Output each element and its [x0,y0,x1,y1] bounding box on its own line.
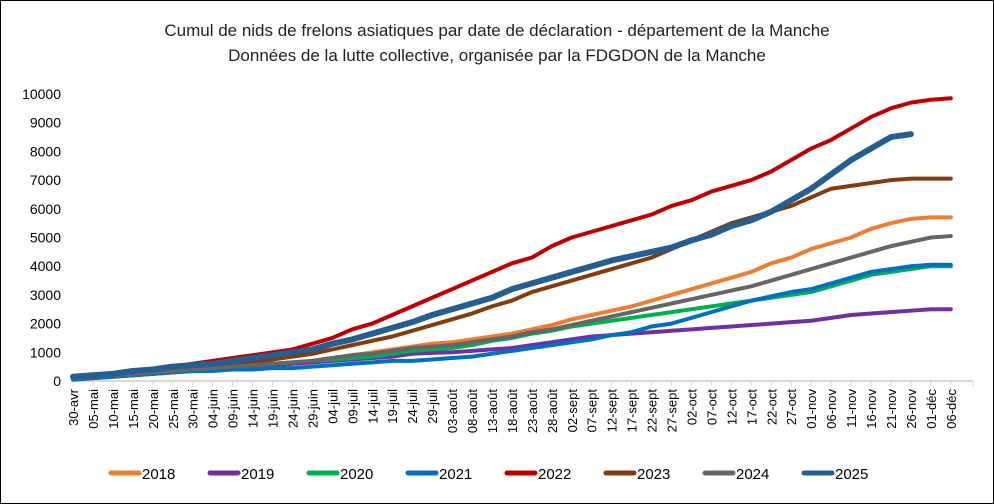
x-tick-label: 22-oct [764,389,779,426]
legend-label-2020: 2020 [340,466,373,483]
series-line-2024 [71,234,953,381]
legend-label-2019: 2019 [241,466,274,483]
x-tick-label: 06-nov [824,389,839,429]
x-tick-label: 29-juil [425,389,440,424]
x-tick-label: 22-sept [645,389,660,433]
x-tick-label: 15-mai [126,389,141,429]
x-tick-label: 28-août [545,389,560,433]
series-line-2021 [71,262,953,382]
x-tick-label: 12-oct [724,389,739,426]
x-tick-label: 27-sept [665,389,680,433]
x-tick-label: 23-août [525,389,540,433]
x-tick-label: 29-juin [305,389,320,428]
x-tick-label: 09-juin [226,389,241,428]
legend-label-2021: 2021 [439,466,472,483]
y-tick-label: 8000 [30,143,61,159]
chart-title-line-2: Données de la lutte collective, organisé… [228,46,766,65]
x-tick-label: 02-oct [684,389,699,426]
x-tick-label: 07-sept [585,389,600,433]
x-tick-label: 17-oct [744,389,759,426]
x-tick-label: 09-juil [345,389,360,424]
legend-label-2025: 2025 [835,466,868,483]
x-tick-label: 10-mai [106,389,121,429]
y-tick-label: 10000 [22,86,61,102]
x-tick-label: 01-nov [804,389,819,429]
chart-title-line-1: Cumul de nids de frelons asiatiques par … [164,21,830,40]
legend-label-2018: 2018 [142,466,175,483]
x-tick-label: 11-nov [844,389,859,428]
x-tick-label: 24-juin [285,389,300,428]
x-tick-label: 19-juin [266,389,281,428]
x-tick-label: 24-juil [405,389,420,424]
y-tick-label: 9000 [30,115,61,131]
x-tick-label: 14-juin [246,389,261,428]
legend-label-2022: 2022 [538,466,571,483]
x-tick-label: 06-déc [944,389,959,429]
y-tick-label: 6000 [30,201,61,217]
x-tick-label: 03-août [445,389,460,433]
x-tick-label: 14-juil [365,389,380,424]
x-tick-label: 04-juin [206,389,221,428]
x-tick-label: 19-juil [385,389,400,424]
y-tick-label: 5000 [30,230,61,246]
x-tick-label: 02-sept [565,389,580,433]
x-tick-label: 07-oct [704,389,719,426]
x-tick-label: 30-mai [186,389,201,429]
x-tick-label: 12-sept [605,389,620,433]
x-tick-label: 13-août [485,389,500,433]
y-tick-label: 7000 [30,172,61,188]
x-tick-label: 04-juil [325,389,340,424]
x-tick-label: 01-déc [924,389,939,429]
x-tick-label: 16-nov [864,389,879,429]
x-tick-label: 17-sept [625,389,640,433]
x-tick-label: 27-oct [784,389,799,426]
legend-label-2024: 2024 [736,466,769,483]
y-tick-label: 4000 [30,258,61,274]
x-tick-label: 20-mai [146,389,161,429]
y-tick-label: 1000 [30,344,61,360]
y-tick-label: 2000 [30,316,61,332]
x-tick-label: 21-nov [884,389,899,429]
y-tick-label: 3000 [30,287,61,303]
x-tick-label: 30-avr [66,388,81,426]
x-tick-label: 25-mai [166,389,181,429]
x-tick-label: 05-mai [86,389,101,429]
x-tick-label: 08-août [465,389,480,433]
legend-label-2023: 2023 [637,466,670,483]
x-tick-label: 26-nov [904,389,919,429]
y-tick-label: 0 [53,373,61,389]
series-line-2025 [70,131,914,380]
x-tick-label: 18-août [505,389,520,433]
